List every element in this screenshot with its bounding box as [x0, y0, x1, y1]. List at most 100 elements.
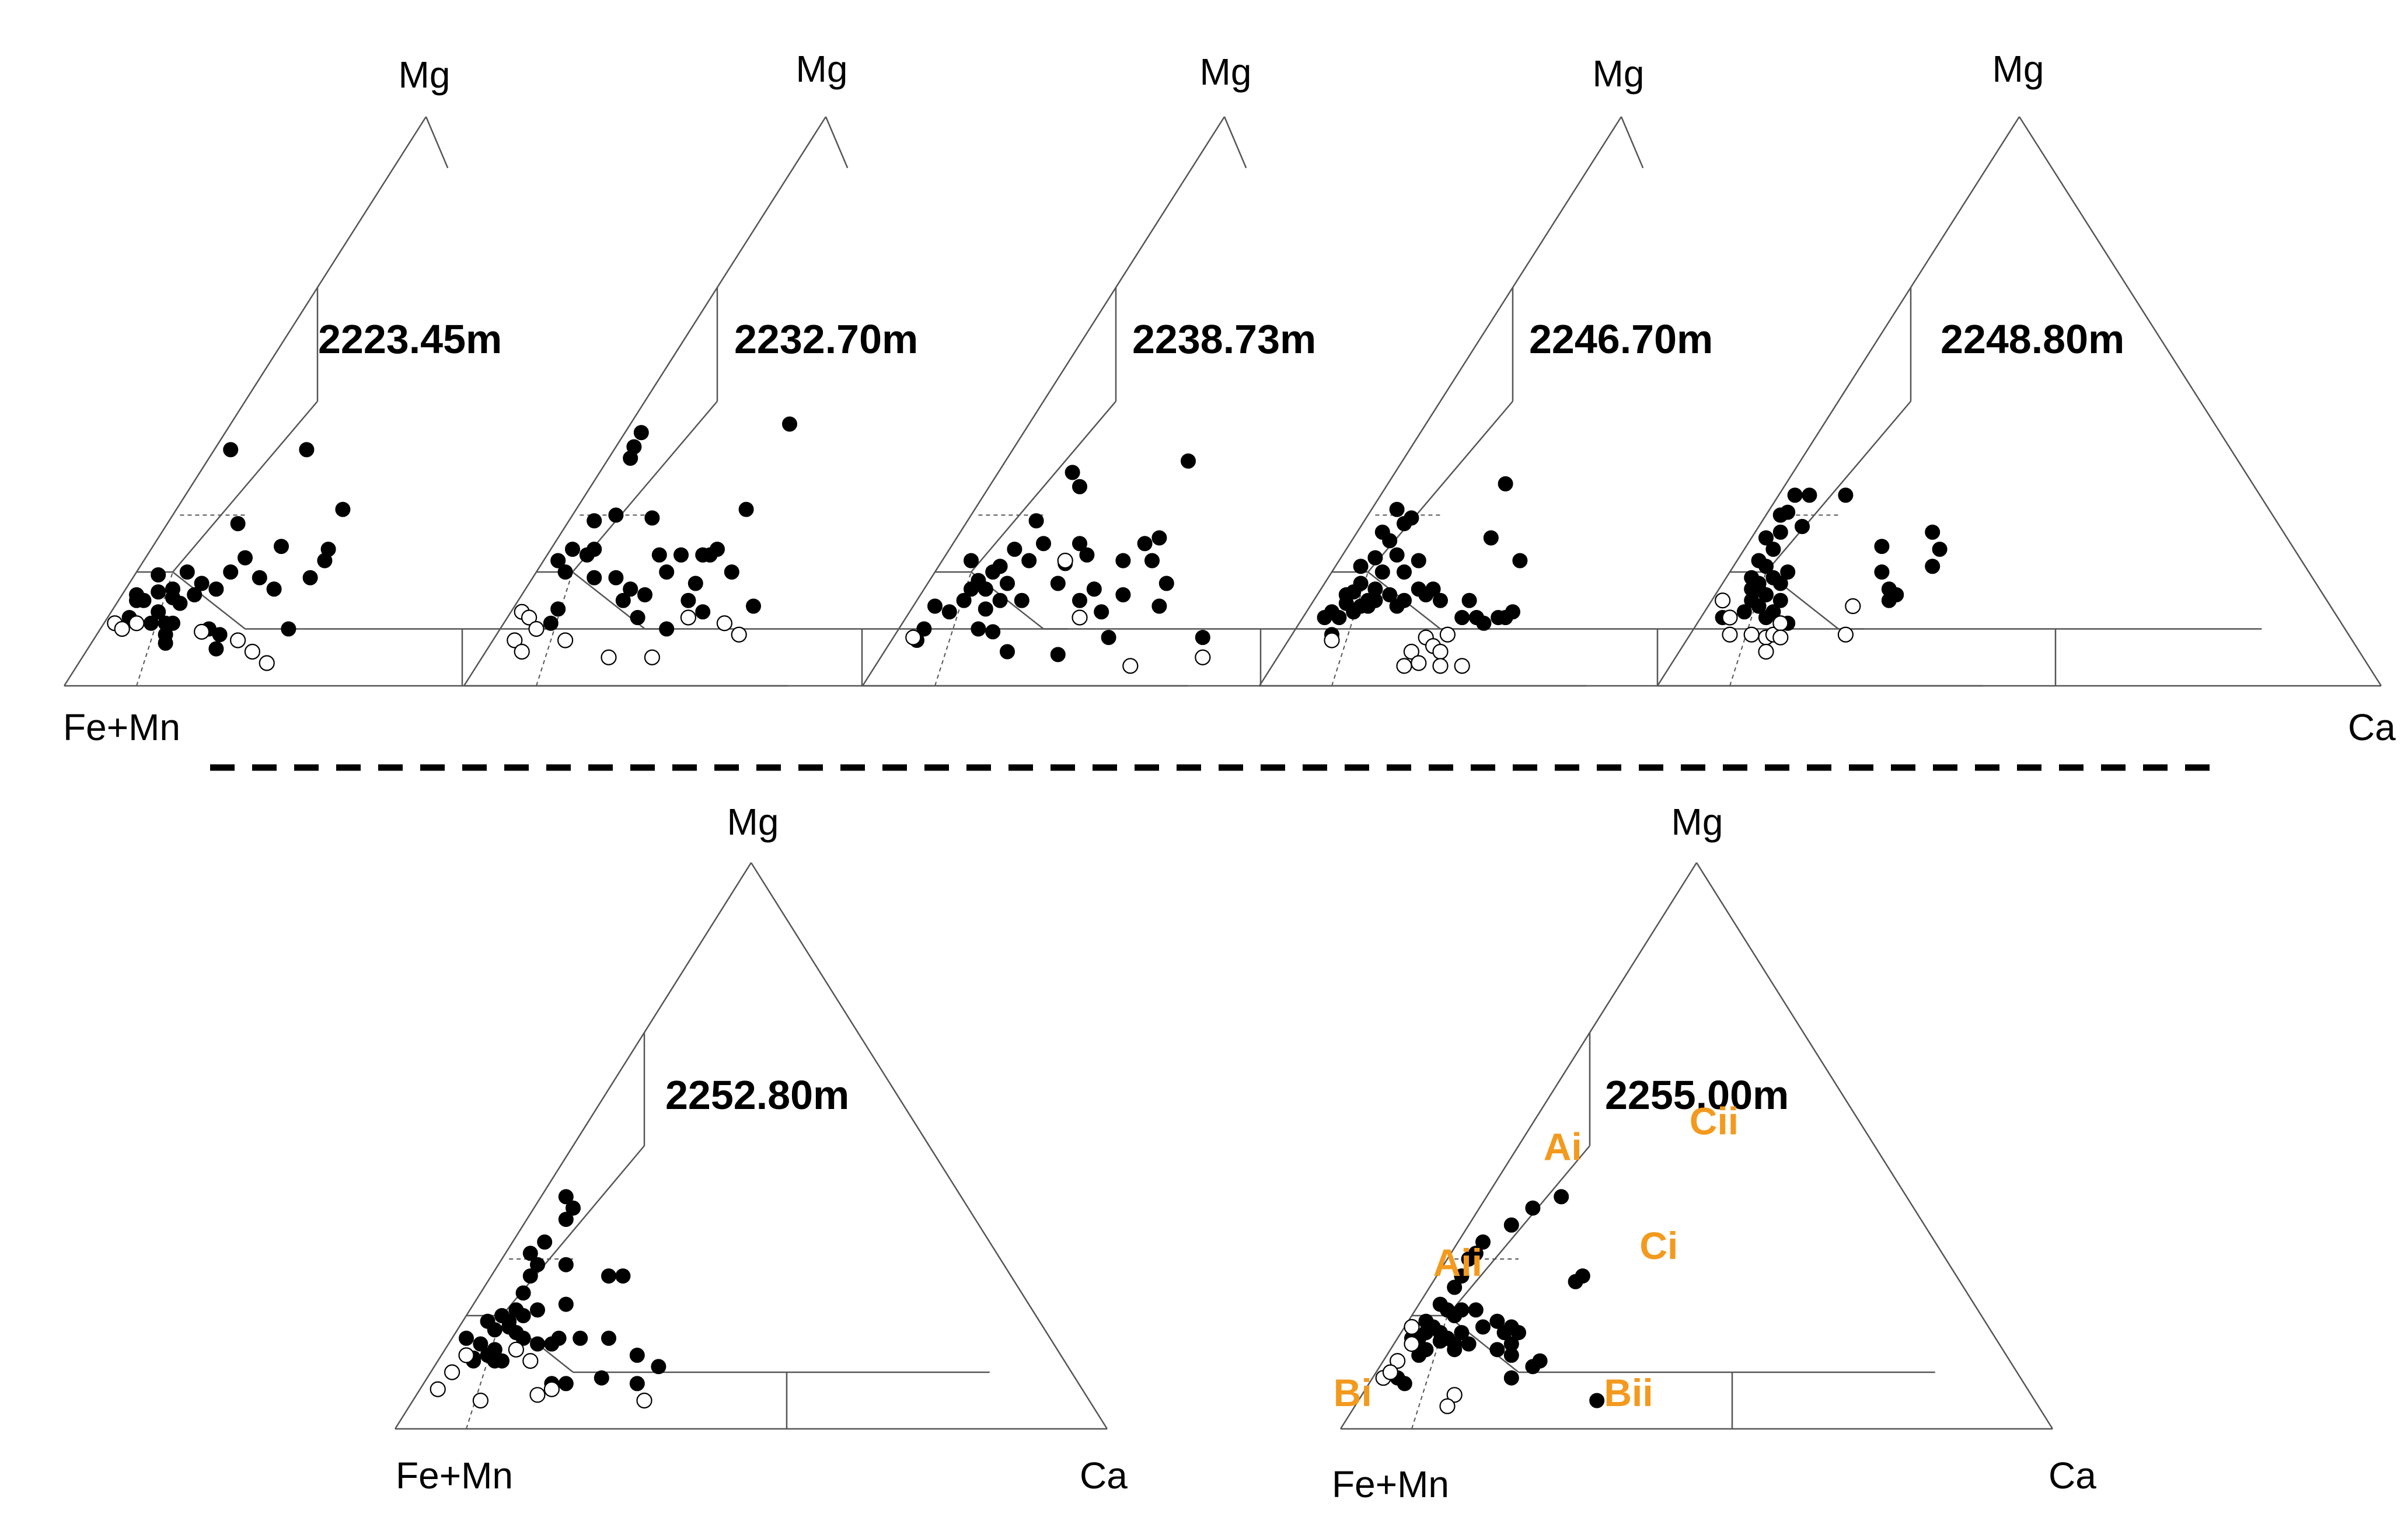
- right-edge-stub: [1620, 116, 1644, 169]
- data-point-filled: [223, 442, 239, 458]
- data-point-filled: [151, 584, 166, 600]
- data-point-open: [1446, 1387, 1463, 1403]
- data-point-filled: [1476, 615, 1492, 631]
- data-point-filled: [1181, 453, 1196, 469]
- data-point-open: [259, 655, 275, 671]
- data-point-filled: [1447, 1342, 1463, 1358]
- depth-title: 2223.45m: [318, 316, 502, 362]
- apex-label-ca: Ca: [1080, 1455, 1128, 1497]
- data-point-filled: [1475, 1319, 1491, 1335]
- data-point-open: [1411, 655, 1427, 671]
- data-point-filled: [1101, 630, 1116, 646]
- data-point-filled: [515, 1330, 531, 1346]
- right-edge: [1695, 862, 2054, 1429]
- data-point-filled: [1454, 1325, 1470, 1341]
- data-point-filled: [1454, 1268, 1470, 1284]
- data-point-filled: [695, 604, 711, 620]
- data-point-filled: [1433, 592, 1448, 608]
- data-point-filled: [252, 570, 267, 585]
- data-point-filled: [129, 592, 144, 608]
- data-point-filled: [587, 570, 602, 585]
- data-point-filled: [1382, 587, 1398, 602]
- data-point-filled: [558, 1189, 574, 1205]
- data-point-filled: [1151, 530, 1167, 546]
- data-point-filled: [302, 570, 318, 585]
- data-point-open: [1772, 615, 1789, 632]
- data-point-open: [636, 1392, 652, 1409]
- data-point-filled: [659, 621, 675, 637]
- data-point-open: [1715, 592, 1731, 609]
- zone-label: Bi: [1334, 1371, 1372, 1414]
- data-point-filled: [187, 587, 203, 602]
- data-point-open: [1454, 658, 1470, 674]
- data-point-filled: [1086, 581, 1102, 597]
- data-point-open: [444, 1364, 460, 1380]
- data-point-filled: [274, 539, 289, 555]
- data-point-filled: [637, 587, 652, 602]
- data-point-open: [543, 1381, 560, 1397]
- data-point-filled: [1461, 1251, 1477, 1267]
- left-edge: [463, 116, 827, 686]
- ternary-panel: 2248.80m Mg Ca: [1656, 48, 2396, 748]
- data-point-filled: [158, 627, 173, 643]
- data-point-filled: [537, 1234, 553, 1250]
- data-point-open: [905, 629, 922, 646]
- field-boundary: [1765, 400, 1911, 573]
- depth-title: 2255.00m: [1605, 1072, 1789, 1118]
- ternary-panel: 2238.73m Mg: [861, 51, 1586, 687]
- data-point-filled: [1021, 553, 1037, 569]
- data-point-filled: [1065, 465, 1080, 480]
- data-point-open: [528, 620, 545, 637]
- data-point-filled: [1758, 587, 1774, 602]
- data-point-filled: [916, 621, 932, 637]
- data-point-filled: [1874, 539, 1890, 555]
- ternary-panel: 2255.00m Mg Fe+Mn Ca Ai Aii Bi Bii Ci Cii: [1332, 801, 2096, 1505]
- data-point-open: [430, 1381, 446, 1397]
- data-point-filled: [687, 576, 703, 591]
- data-point-filled: [473, 1336, 488, 1352]
- zone-label: Bii: [1604, 1371, 1653, 1414]
- data-point-filled: [985, 564, 1001, 580]
- ternary-panel: 2232.70m Mg: [463, 48, 1188, 687]
- data-point-filled: [1115, 587, 1131, 602]
- data-point-filled: [1000, 644, 1015, 660]
- apex-label-ca: Ca: [2048, 1455, 2096, 1497]
- data-point-filled: [558, 1212, 574, 1227]
- data-point-filled: [651, 547, 667, 563]
- data-point-filled: [565, 542, 580, 557]
- data-point-filled: [238, 550, 253, 566]
- data-point-filled: [1079, 547, 1095, 563]
- data-point-filled: [629, 1347, 645, 1363]
- data-point-open: [1722, 609, 1738, 626]
- data-point-filled: [1411, 581, 1426, 597]
- data-point-filled: [985, 624, 1001, 640]
- data-point-filled: [573, 1330, 588, 1346]
- data-point-filled: [1772, 524, 1788, 540]
- apex-label-mg: Mg: [1593, 53, 1645, 95]
- ternary-panel: 2223.45m Mg Fe+Mn: [63, 54, 788, 748]
- field-boundary: [172, 400, 318, 573]
- ternary-panels: 2223.45mMgFe+Mn2232.70mMg2238.73mMg2246.…: [63, 48, 2396, 1505]
- data-point-filled: [1115, 553, 1131, 569]
- data-point-open: [1057, 552, 1073, 569]
- data-point-filled: [1765, 604, 1781, 620]
- data-point-open: [601, 649, 617, 665]
- data-point-open: [644, 649, 661, 665]
- data-point-filled: [1772, 507, 1788, 523]
- data-point-filled: [1036, 536, 1051, 552]
- data-point-filled: [223, 564, 239, 580]
- zone-label: Aii: [1433, 1241, 1482, 1284]
- data-point-filled: [623, 581, 638, 597]
- data-point-filled: [1014, 592, 1029, 608]
- right-edge: [2018, 116, 2382, 686]
- data-point-filled: [587, 542, 602, 557]
- data-point-filled: [1353, 559, 1369, 574]
- data-point-filled: [230, 516, 246, 532]
- data-point-filled: [601, 1268, 616, 1284]
- data-point-filled: [335, 501, 351, 517]
- data-point-open: [1432, 643, 1449, 660]
- data-point-filled: [1512, 553, 1528, 569]
- data-point-filled: [551, 1330, 567, 1346]
- data-point-filled: [927, 598, 943, 614]
- data-point-filled: [266, 581, 282, 597]
